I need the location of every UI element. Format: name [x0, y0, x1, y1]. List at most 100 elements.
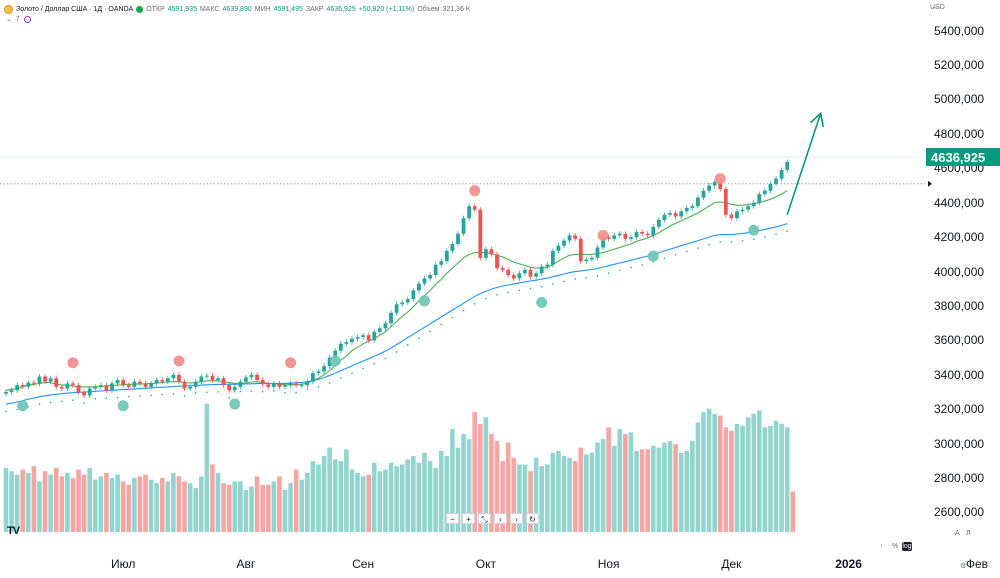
volume-bar: [299, 479, 305, 532]
volume-bar: [271, 481, 277, 532]
candle: [115, 379, 120, 384]
candle: [779, 170, 784, 179]
candle: [227, 385, 232, 391]
volume-bar: [126, 484, 132, 532]
tradingview-logo[interactable]: TV: [7, 525, 20, 537]
scroll-left-button[interactable]: ‹: [494, 513, 507, 524]
sar-dot: [273, 390, 275, 392]
volume-bar: [176, 476, 182, 532]
candle: [82, 392, 87, 396]
volume-bar: [489, 434, 494, 532]
price-tick-label: 4200,000: [934, 230, 985, 245]
volume-bar: [422, 452, 427, 532]
volume-bar: [567, 457, 572, 532]
sar-dot: [194, 392, 197, 394]
volume-bar: [238, 481, 243, 532]
auto-scale-l-button[interactable]: Л: [966, 530, 971, 537]
scroll-up-icon[interactable]: ↑: [880, 543, 884, 550]
candle: [590, 257, 594, 260]
candle: [556, 245, 561, 251]
sar-dot: [775, 233, 777, 236]
candle: [629, 237, 633, 239]
candle: [651, 226, 656, 236]
candle: [405, 299, 410, 303]
volume-bar: [561, 456, 567, 532]
candle: [76, 385, 81, 393]
sar-dot: [596, 275, 599, 277]
zoom-out-button[interactable]: −: [446, 513, 459, 524]
candle: [149, 383, 153, 387]
candle: [428, 275, 432, 279]
sar-dot: [250, 390, 253, 392]
currency-label[interactable]: USD: [930, 4, 945, 11]
sar-dot: [183, 395, 186, 397]
candle: [15, 385, 20, 391]
time-tick-label: Авг: [236, 557, 256, 571]
price-tick-label: 5200,000: [934, 58, 985, 73]
sar-dot: [563, 280, 565, 283]
volume-bar: [517, 464, 522, 532]
auto-scale-a-button[interactable]: А: [955, 530, 960, 537]
sell-signal-dot: [173, 355, 185, 367]
candle: [244, 377, 248, 382]
more-icon[interactable]: ⋯: [932, 3, 940, 12]
sar-dot: [83, 402, 85, 404]
candle: [283, 385, 287, 387]
volume-bar: [533, 457, 539, 532]
volume-bar: [717, 415, 723, 532]
indicator-toggle[interactable]: ⌄ 7: [6, 15, 31, 23]
candle: [528, 269, 533, 277]
low-label: МИН: [254, 5, 271, 13]
volume-bar: [606, 427, 611, 532]
symbol-title[interactable]: Золото / Доллар США · 1Д · OANDA: [16, 5, 134, 13]
volume-bar: [26, 472, 31, 532]
close-label: ЗАКР: [305, 5, 324, 13]
volume-bar: [65, 472, 70, 532]
reset-chart-button[interactable]: ↻: [526, 513, 539, 524]
scroll-right-button[interactable]: ›: [510, 513, 523, 524]
sar-dot: [641, 264, 643, 266]
candle: [562, 240, 566, 246]
buy-signal-dot: [536, 297, 548, 309]
sell-signal-dot: [285, 357, 297, 369]
gold-icon: [4, 4, 13, 14]
high-value: 4639,890: [222, 5, 252, 13]
log-scale-button[interactable]: log: [902, 542, 912, 551]
settings-gear-icon[interactable]: ⚙: [960, 563, 967, 570]
candle: [433, 264, 438, 275]
zoom-in-button[interactable]: +: [462, 513, 475, 524]
candle: [210, 375, 215, 380]
candle: [729, 214, 734, 219]
indicator-visibility-icon[interactable]: [23, 15, 31, 23]
candle: [71, 383, 75, 386]
sar-dot: [38, 403, 41, 406]
volume-bar: [199, 476, 204, 532]
volume-bar: [399, 464, 405, 532]
candle: [249, 374, 254, 378]
sar-dot: [764, 236, 766, 238]
volume-bar: [204, 403, 210, 532]
candle: [4, 392, 8, 394]
candle: [344, 342, 349, 344]
candle: [757, 194, 762, 203]
reset-zoom-button[interactable]: ⤡: [478, 513, 491, 524]
top-right-controls: ⋯: [932, 3, 940, 12]
volume-bar: [790, 491, 796, 532]
volume-bar: [182, 481, 187, 532]
candle: [361, 335, 366, 337]
candle: [444, 250, 449, 262]
candle: [182, 381, 187, 389]
volume-bar: [433, 467, 438, 532]
sar-dot: [630, 266, 632, 269]
volume-bar: [600, 439, 606, 532]
candle: [567, 235, 572, 241]
percent-scale-button[interactable]: %: [892, 543, 899, 550]
sar-dot: [451, 316, 454, 319]
candle: [679, 211, 684, 217]
price-tick-label: 2600,000: [934, 505, 985, 520]
candle: [500, 268, 505, 270]
volume-bar: [210, 464, 215, 532]
candle: [333, 350, 338, 358]
